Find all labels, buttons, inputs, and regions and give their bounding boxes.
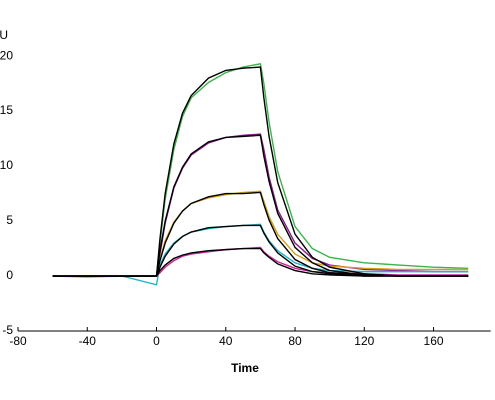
x-tick-label: 120 [354,334,374,348]
x-axis-title: Time [231,361,259,375]
series-line [52,62,469,277]
y-tick-label: 15 [0,103,13,117]
series-line [52,133,469,277]
series-line [52,66,469,277]
x-tick-label: -40 [79,334,97,348]
series-line [52,224,469,277]
series-line [52,247,469,277]
x-tick-label: 160 [424,334,444,348]
y-tick-label: 0 [6,268,13,282]
y-tick-label: 10 [0,158,13,172]
series-line [52,134,469,277]
x-tick-label: 0 [153,334,160,348]
y-tick-label: -5 [2,323,13,337]
y-tick-label: 20 [0,48,13,62]
x-tick-label: 80 [288,334,302,348]
series-line [52,191,469,277]
series-line [52,190,469,278]
y-tick-label: 5 [6,213,13,227]
x-tick-label: 40 [219,334,233,348]
y-axis-title: RU [0,28,8,42]
x-tick-label: -80 [9,334,27,348]
